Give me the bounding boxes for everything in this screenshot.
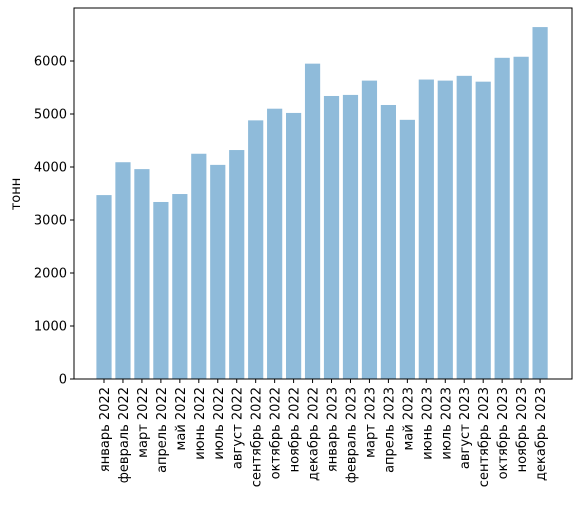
x-tick-label: декабрь 2023 bbox=[534, 387, 549, 481]
x-tick-label: июнь 2022 bbox=[193, 387, 208, 460]
bar bbox=[96, 195, 112, 379]
x-tick-label: май 2022 bbox=[174, 387, 189, 450]
bar bbox=[323, 95, 340, 379]
bar bbox=[532, 27, 548, 380]
bar bbox=[115, 162, 131, 379]
bar bbox=[513, 56, 529, 379]
x-tick-label: май 2023 bbox=[401, 387, 416, 450]
y-axis-label: тонн bbox=[9, 178, 24, 211]
bar bbox=[248, 120, 264, 380]
bar bbox=[134, 169, 150, 379]
bar bbox=[456, 75, 472, 379]
bar bbox=[229, 150, 245, 379]
bar bbox=[286, 112, 302, 379]
bar bbox=[191, 153, 207, 379]
x-tick-label: октябрь 2022 bbox=[269, 387, 284, 479]
x-tick-label: февраль 2022 bbox=[117, 387, 132, 483]
x-tick-label: март 2023 bbox=[363, 387, 378, 458]
x-tick-label: август 2022 bbox=[231, 387, 246, 469]
x-tick-label: январь 2023 bbox=[326, 387, 341, 472]
x-tick-label: ноябрь 2022 bbox=[288, 387, 303, 472]
bar bbox=[380, 104, 396, 380]
bar bbox=[437, 80, 453, 380]
x-tick-label: октябрь 2023 bbox=[496, 387, 511, 479]
x-tick-label: апрель 2023 bbox=[382, 387, 397, 473]
y-tick-label: 6000 bbox=[34, 55, 67, 70]
bar bbox=[361, 80, 378, 380]
bar bbox=[399, 119, 415, 379]
y-tick-label: 2000 bbox=[34, 267, 67, 282]
y-tick-label: 4000 bbox=[34, 161, 67, 176]
y-tick-label: 5000 bbox=[34, 108, 67, 123]
x-tick-label: март 2022 bbox=[136, 387, 151, 458]
bar bbox=[267, 108, 283, 379]
x-tick-label: июнь 2023 bbox=[420, 387, 435, 460]
plot-frame bbox=[73, 7, 573, 380]
y-tick-label: 3000 bbox=[34, 214, 67, 229]
x-tick-label: январь 2022 bbox=[98, 387, 113, 472]
x-tick-label: декабрь 2022 bbox=[307, 387, 322, 481]
bar bbox=[342, 94, 359, 380]
bar bbox=[153, 201, 169, 379]
y-tick-label: 0 bbox=[59, 373, 67, 388]
bar bbox=[210, 164, 226, 379]
x-tick-label: ноябрь 2023 bbox=[515, 387, 530, 472]
x-tick-label: февраль 2023 bbox=[344, 387, 359, 483]
bar bbox=[475, 81, 491, 380]
bar bbox=[304, 63, 321, 380]
bar bbox=[418, 79, 434, 380]
bar bbox=[494, 57, 510, 379]
x-tick-label: сентябрь 2023 bbox=[477, 387, 492, 487]
y-tick-label: 1000 bbox=[34, 320, 67, 335]
x-tick-label: апрель 2022 bbox=[155, 387, 170, 473]
x-tick-label: август 2023 bbox=[458, 387, 473, 469]
x-tick-label: июль 2022 bbox=[212, 387, 227, 460]
x-tick-label: июль 2023 bbox=[439, 387, 454, 460]
bar bbox=[172, 194, 188, 379]
x-tick-label: сентябрь 2022 bbox=[250, 387, 265, 487]
